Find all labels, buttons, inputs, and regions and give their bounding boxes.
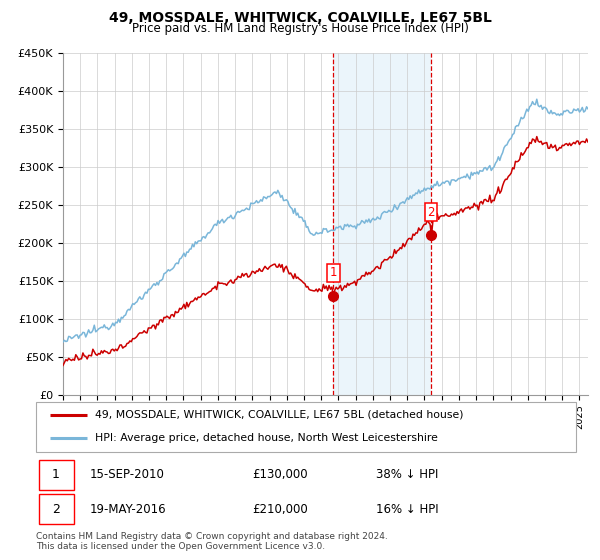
Bar <box>334 53 431 395</box>
Text: 1: 1 <box>52 468 60 481</box>
Text: 49, MOSSDALE, WHITWICK, COALVILLE, LE67 5BL: 49, MOSSDALE, WHITWICK, COALVILLE, LE67 … <box>109 11 491 25</box>
Text: £210,000: £210,000 <box>252 502 308 516</box>
Text: HPI: Average price, detached house, North West Leicestershire: HPI: Average price, detached house, Nort… <box>95 433 438 443</box>
Text: 16% ↓ HPI: 16% ↓ HPI <box>376 502 439 516</box>
Text: £130,000: £130,000 <box>252 468 308 481</box>
Text: Contains HM Land Registry data © Crown copyright and database right 2024.: Contains HM Land Registry data © Crown c… <box>36 532 388 541</box>
Text: 2: 2 <box>52 502 60 516</box>
Bar <box>39 494 74 524</box>
Bar <box>39 460 74 490</box>
Text: 19-MAY-2016: 19-MAY-2016 <box>90 502 167 516</box>
Text: 38% ↓ HPI: 38% ↓ HPI <box>376 468 439 481</box>
Text: 2: 2 <box>427 206 435 219</box>
Text: 49, MOSSDALE, WHITWICK, COALVILLE, LE67 5BL (detached house): 49, MOSSDALE, WHITWICK, COALVILLE, LE67 … <box>95 409 464 419</box>
Text: 1: 1 <box>329 267 337 279</box>
Text: Price paid vs. HM Land Registry's House Price Index (HPI): Price paid vs. HM Land Registry's House … <box>131 22 469 35</box>
Text: This data is licensed under the Open Government Licence v3.0.: This data is licensed under the Open Gov… <box>36 542 325 550</box>
Text: 15-SEP-2010: 15-SEP-2010 <box>90 468 165 481</box>
